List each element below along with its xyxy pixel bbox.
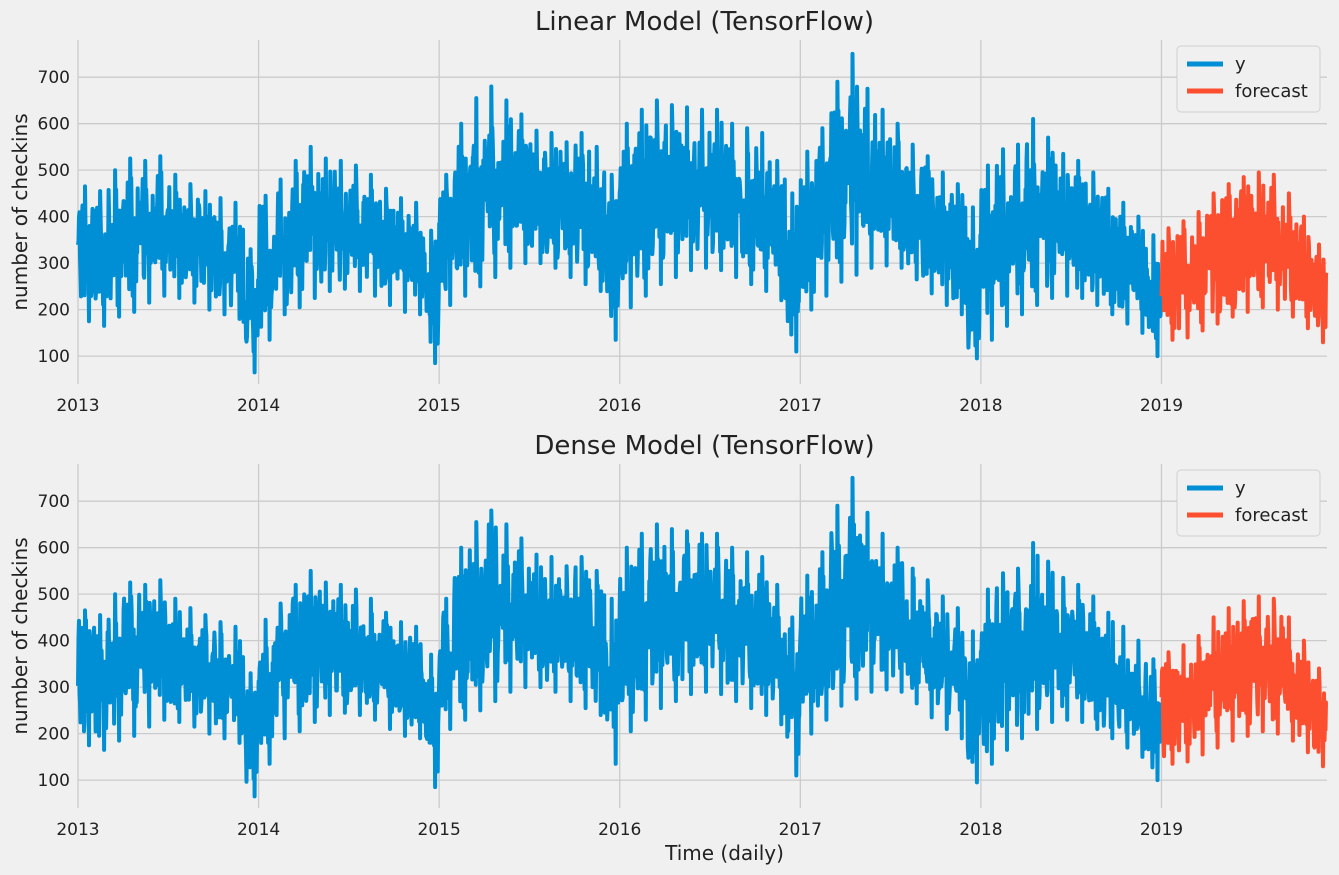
y-tick-label: 200	[38, 725, 70, 745]
y-tick-label: 200	[38, 301, 70, 321]
y-tick-label: 700	[38, 68, 70, 88]
legend-label-y: y	[1235, 54, 1246, 75]
y-tick-label: 100	[38, 771, 70, 791]
legend: y forecast	[1176, 469, 1321, 537]
x-tick-label: 2013	[56, 396, 99, 416]
panel-1: 100 200 300 400 500 600 700 2013 2014 2015 2016 201…	[8, 7, 1329, 416]
chart-title: Linear Model (TensorFlow)	[535, 7, 874, 37]
y-axis-label: number of checkins	[8, 113, 32, 310]
series-line-y	[76, 475, 1163, 799]
legend-box	[1176, 45, 1321, 113]
series-line-y	[76, 51, 1163, 375]
legend-label-forecast: forecast	[1235, 81, 1308, 102]
x-tick-label: 2014	[237, 820, 280, 840]
legend-label-forecast: forecast	[1235, 505, 1308, 526]
y-tick-label: 500	[38, 585, 70, 605]
legend-label-y: y	[1235, 478, 1246, 499]
legend-box	[1176, 469, 1321, 537]
y-tick-label: 600	[38, 539, 70, 559]
x-tick-label: 2018	[959, 396, 1002, 416]
x-tick-label: 2015	[418, 396, 461, 416]
y-tick-label: 100	[38, 347, 70, 367]
y-tick-label: 700	[38, 492, 70, 512]
plot-area	[78, 40, 1327, 384]
y-tick-label: 500	[38, 161, 70, 181]
x-tick-label: 2018	[959, 820, 1002, 840]
y-axis-label: number of checkins	[8, 537, 32, 734]
series-line-forecast	[1159, 594, 1329, 769]
x-tick-label: 2014	[237, 396, 280, 416]
x-tick-label: 2019	[1140, 820, 1183, 840]
y-tick-label: 400	[38, 208, 70, 228]
y-tick-label: 300	[38, 678, 70, 698]
x-tick-label: 2019	[1140, 396, 1183, 416]
x-tick-label: 2015	[418, 820, 461, 840]
x-tick-label: 2013	[56, 820, 99, 840]
legend: y forecast	[1176, 45, 1321, 113]
y-tick-label: 400	[38, 632, 70, 652]
chart-title: Dense Model (TensorFlow)	[534, 431, 874, 461]
y-tick-label: 300	[38, 254, 70, 274]
x-axis-label: Time (daily)	[664, 841, 784, 865]
y-tick-label: 600	[38, 115, 70, 135]
x-tick-label: 2017	[779, 396, 822, 416]
series-line-forecast	[1159, 170, 1329, 345]
x-tick-label: 2016	[598, 396, 641, 416]
panel-2: 100 200 300 400 500 600 700 2013 2014 2015 2016 201…	[8, 431, 1329, 865]
x-tick-label: 2016	[598, 820, 641, 840]
x-tick-label: 2017	[779, 820, 822, 840]
